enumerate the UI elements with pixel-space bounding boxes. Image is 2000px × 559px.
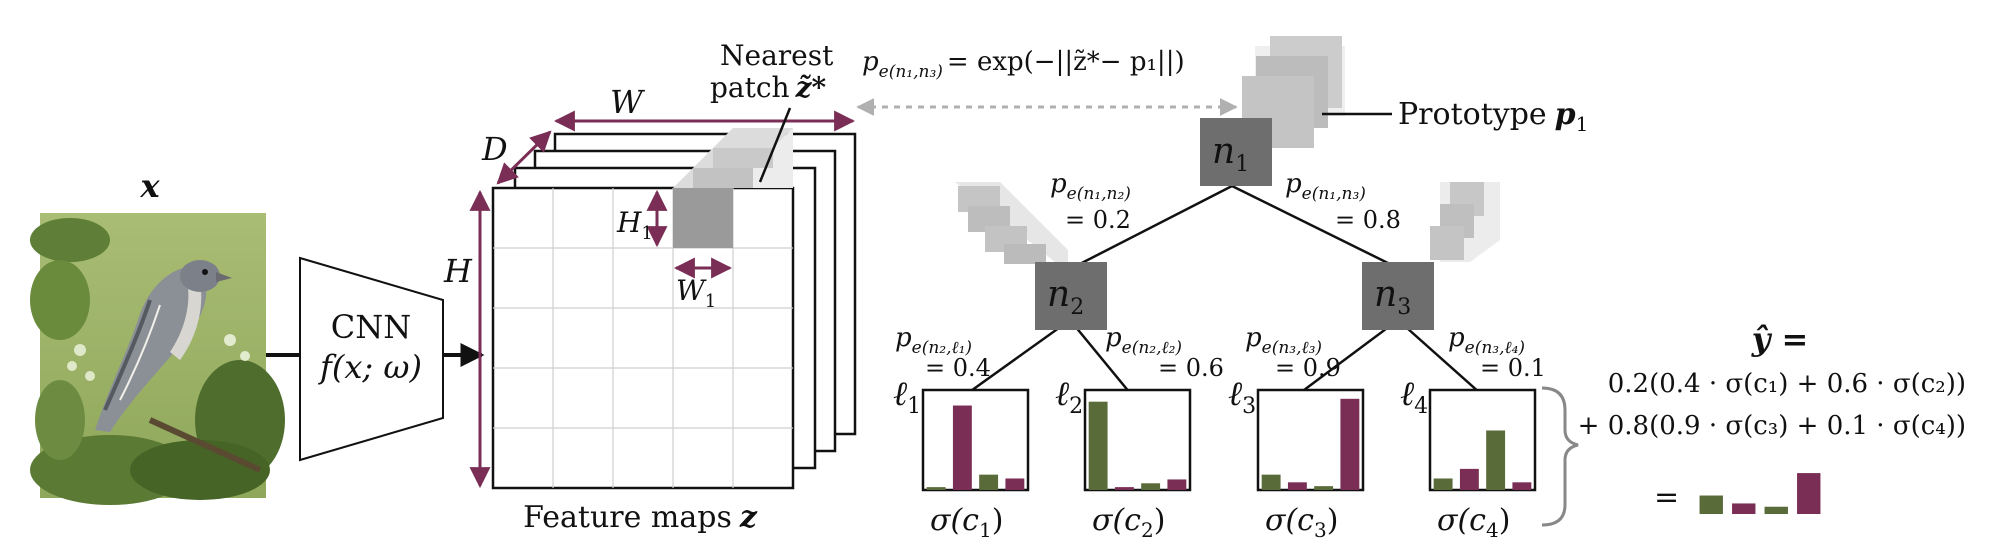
feature-map-front	[491, 128, 795, 490]
node-n1-label: n1	[1212, 131, 1249, 177]
edge-value-n1-n2: = 0.2	[1065, 206, 1131, 234]
output-bar-4	[1797, 473, 1821, 514]
leaf-l2-label: ℓ2	[1055, 374, 1083, 419]
leaf-l3-bars	[1261, 398, 1360, 490]
similarity-formula: pe(n₁,n₃) = exp(−||z̃*− p₁||)	[862, 47, 1185, 82]
leaves: ℓ1 σ(c1) ℓ2 σ(c2) ℓ3 σ(c3) ℓ4 σ(c4)	[893, 374, 1537, 542]
edge-label-n2-l1: pe(n₂,ℓ₁)	[895, 323, 972, 358]
leaf-l4-bar-4	[1512, 482, 1532, 490]
dim-H: H	[443, 252, 473, 290]
leaf-l1-bar-1	[926, 487, 946, 490]
output-bar-1	[1699, 495, 1723, 514]
leaf-l2-bar-1	[1088, 401, 1108, 490]
leaf-l2-bar-4	[1167, 479, 1187, 490]
input-symbol: x	[139, 167, 160, 205]
output-formula-line1: 0.2(0.4 · σ(c₁) + 0.6 · σ(c₂))	[1608, 369, 1966, 399]
leaf-l3-bar-2	[1287, 482, 1307, 490]
input-bird-image	[30, 213, 285, 505]
edge-value-n3-l3: = 0.9	[1275, 354, 1341, 382]
leaf-l4-box	[1428, 388, 1537, 492]
leaf-l1-bar-2	[952, 405, 972, 490]
sum-brace	[1541, 386, 1579, 527]
leaf-l4: ℓ4 σ(c4)	[1400, 374, 1537, 542]
edge-label-n3-l3: pe(n₃,ℓ₃)	[1245, 323, 1322, 358]
dim-W: W	[610, 83, 646, 121]
leaf-l3-bar-4	[1340, 398, 1360, 490]
leaf-l4-bar-2	[1459, 468, 1479, 490]
feature-map-stack	[491, 128, 857, 490]
edge-value-n2-l1: = 0.4	[925, 354, 991, 382]
edge-value-n3-l4: = 0.1	[1480, 354, 1546, 382]
nearest-patch-label-1: Nearest	[720, 39, 834, 72]
leaf-l3-bar-1	[1261, 474, 1281, 490]
node-n1: n1	[1200, 36, 1345, 186]
leaf-l4-bars	[1433, 430, 1532, 490]
output-formula-line2: + 0.8(0.9 · σ(c₃) + 0.1 · σ(c₄))	[1578, 411, 1966, 441]
leaf-l1-bar-3	[979, 474, 999, 490]
edge-label-n2-l2: pe(n₂,ℓ₂)	[1105, 323, 1182, 358]
node-n3-label: n3	[1374, 274, 1411, 320]
leaf-l4-caption: σ(c4)	[1437, 503, 1510, 542]
feature-maps-caption: Feature maps z	[523, 500, 758, 535]
leaf-l2-bar-2	[1114, 487, 1134, 490]
output-yhat: ŷ =	[1751, 320, 1809, 358]
leaf-l2-bar-3	[1141, 483, 1161, 490]
leaf-l1-caption: σ(c1)	[930, 503, 1003, 542]
leaf-l2: ℓ2 σ(c2)	[1055, 374, 1192, 542]
edge-label-n1-n3: pe(n₁,n₃)	[1285, 169, 1366, 204]
leaf-l1-bars	[926, 405, 1025, 490]
leaf-l1-bar-4	[1005, 478, 1025, 490]
dim-H1: H1	[616, 206, 653, 244]
cnn-block	[299, 256, 444, 462]
leaf-l4-bar-1	[1433, 478, 1453, 490]
edge-value-n1-n3: = 0.8	[1335, 206, 1401, 234]
leaf-l3-caption: σ(c3)	[1265, 503, 1338, 542]
output-bars	[1699, 473, 1821, 514]
leaf-l1-box	[921, 388, 1030, 492]
cnn-label: CNN	[331, 308, 411, 346]
leaf-l1-label: ℓ1	[893, 374, 921, 419]
cnn-function: f(x; ω)	[318, 348, 422, 386]
leaf-l4-bar-3	[1486, 430, 1506, 490]
node-n3: n3	[1362, 182, 1500, 330]
output-bar-2	[1732, 503, 1756, 514]
node-n2: n2	[955, 182, 1107, 330]
output-bar-3	[1764, 506, 1788, 514]
leaf-l3-label: ℓ3	[1228, 374, 1256, 419]
edge-label-n1-n2: pe(n₁,n₂)	[1050, 169, 1131, 204]
prototype-label: Prototype p1	[1398, 97, 1588, 136]
edge-label-n3-l4: pe(n₃,ℓ₄)	[1448, 323, 1525, 358]
leaf-l3-bar-3	[1314, 486, 1334, 490]
leaf-l2-caption: σ(c2)	[1092, 503, 1165, 542]
dim-W1: W1	[676, 274, 716, 312]
node-n2-label: n2	[1047, 274, 1084, 320]
leaf-l4-label: ℓ4	[1400, 374, 1428, 419]
dim-D: D	[481, 130, 508, 168]
nearest-patch-label-2: patch z̃*	[710, 71, 826, 104]
leaf-l3: ℓ3 σ(c3)	[1228, 374, 1365, 542]
edge-labels: pe(n₁,n₂) = 0.2 pe(n₁,n₃) = 0.8 pe(n₂,ℓ₁…	[895, 169, 1546, 382]
leaf-l1: ℓ1 σ(c1)	[893, 374, 1030, 542]
tree-edges	[967, 184, 1481, 395]
output-equals: =	[1654, 480, 1679, 515]
leaf-l2-bars	[1088, 401, 1187, 490]
edge-value-n2-l2: = 0.6	[1158, 354, 1224, 382]
